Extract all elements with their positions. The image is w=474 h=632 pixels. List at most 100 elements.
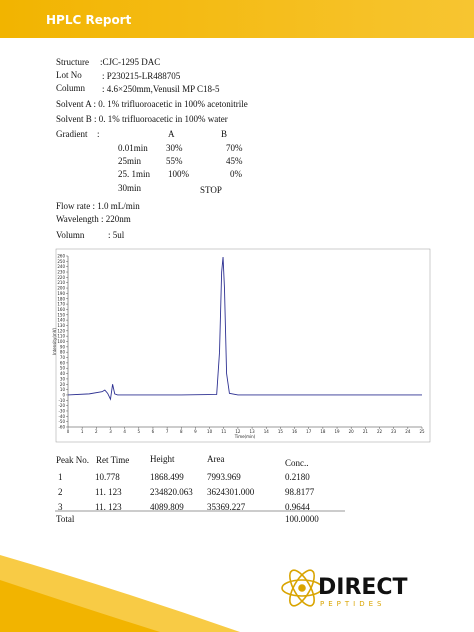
x-tick-label: 15 (278, 429, 284, 434)
pct: 100% (168, 169, 190, 179)
x-tick-label: 10 (207, 429, 213, 434)
y-tick-label: 40 (60, 371, 66, 376)
label: Gradient (56, 129, 88, 139)
pct: 30% (166, 143, 183, 153)
solvent: Solvent B : 0. 1% trifluoroacetic in 100… (56, 114, 228, 124)
pct: 55% (166, 156, 183, 166)
time: 25. 1min (118, 169, 151, 179)
y-tick-label: 190 (57, 291, 65, 296)
solvent: Solvent A : 0. 1% trifluoroacetic in 100… (56, 99, 248, 109)
logo-icon (281, 569, 323, 607)
x-tick-label: 16 (292, 429, 298, 434)
label: Column (56, 83, 86, 93)
table-cell: 4089.809 (150, 502, 184, 512)
x-tick-label: 25 (419, 429, 425, 434)
y-tick-label: 120 (57, 328, 65, 333)
value: : P230215-LR488705 (102, 71, 181, 81)
y-tick-label: 220 (57, 275, 65, 280)
label: Structure (56, 57, 89, 67)
table-cell: 10.778 (95, 472, 120, 482)
x-tick-label: 11 (221, 429, 227, 434)
y-tick-label: 0 (62, 392, 65, 397)
total-value: 100.0000 (285, 514, 319, 524)
x-tick-label: 2 (95, 429, 98, 434)
table-cell: 98.8177 (285, 487, 315, 497)
chart-frame (55, 248, 431, 443)
y-tick-label: 200 (57, 286, 65, 291)
x-tick-label: 18 (320, 429, 326, 434)
header-bar (0, 0, 474, 38)
x-tick-label: 22 (377, 429, 383, 434)
col-head: B (221, 129, 227, 139)
table-header: Ret Time (96, 455, 129, 465)
value: :CJC-1295 DAC (100, 57, 160, 67)
stop: STOP (200, 185, 222, 195)
y-tick-label: 110 (57, 334, 65, 339)
label: Volumn (56, 230, 85, 240)
footer-swoosh (0, 580, 160, 632)
x-tick-label: 14 (264, 429, 270, 434)
x-tick-label: 23 (391, 429, 397, 434)
y-tick-label: -40 (58, 414, 65, 419)
table-cell: 11. 123 (95, 502, 122, 512)
table-cell: 234820.063 (150, 487, 193, 497)
y-tick-label: -10 (58, 398, 65, 403)
x-tick-label: 24 (405, 429, 411, 434)
y-tick-label: 10 (60, 387, 66, 392)
y-tick-label: 30 (60, 376, 66, 381)
table-header: Height (150, 454, 175, 464)
x-tick-label: 21 (363, 429, 369, 434)
y-tick-label: 90 (60, 344, 66, 349)
y-tick-label: 160 (57, 307, 65, 312)
table-cell: 2 (58, 487, 63, 497)
table-cell: 35369.227 (207, 502, 246, 512)
y-tick-label: 240 (57, 264, 65, 269)
y-tick-label: 80 (60, 350, 66, 355)
y-tick-label: 50 (60, 366, 66, 371)
x-tick-label: 20 (349, 429, 355, 434)
label: Lot No (56, 70, 82, 80)
trace (67, 257, 422, 401)
table-cell: 11. 123 (95, 487, 122, 497)
y-tick-label: 230 (57, 270, 65, 275)
y-tick-label: 210 (57, 280, 65, 285)
y-tick-label: -20 (58, 403, 65, 408)
table-header: Peak No. (56, 455, 89, 465)
y-tick-label: 260 (57, 254, 65, 259)
y-tick-label: 140 (57, 318, 65, 323)
col-head: A (168, 129, 175, 139)
x-axis-label: Time(min) (234, 434, 256, 439)
table-cell: 1 (58, 472, 63, 482)
y-tick-label: 250 (57, 259, 65, 264)
table-body: 1 10.778 1868.499 7993.969 0.2180 2 11. 123 234… (58, 472, 315, 512)
x-tick-label: 7 (166, 429, 169, 434)
y-tick-label: 150 (57, 312, 65, 317)
x-tick-label: 6 (152, 429, 155, 434)
x-tick-label: 19 (334, 429, 340, 434)
y-tick-label: 170 (57, 302, 65, 307)
logo-name: DIRECT (318, 575, 408, 600)
table-cell: 0.9644 (285, 502, 310, 512)
time: 25min (118, 156, 142, 166)
flow-rate: Flow rate : 1.0 mL/min (56, 201, 140, 211)
y-tick-label: 180 (57, 296, 65, 301)
total-label: Total (56, 514, 75, 524)
value: : 5ul (108, 230, 125, 240)
x-tick-label: 0 (67, 429, 70, 434)
table-cell: 3624301.000 (207, 487, 255, 497)
y-tick-label: -50 (58, 419, 65, 424)
y-tick-label: -60 (58, 425, 65, 430)
x-tick-label: 8 (180, 429, 183, 434)
y-tick-label: 100 (57, 339, 65, 344)
wavelength: Wavelength : 220nm (56, 214, 131, 224)
x-tick-label: 17 (306, 429, 312, 434)
table-cell: 3 (58, 502, 63, 512)
x-tick-label: 12 (235, 429, 241, 434)
y-tick-label: 60 (60, 360, 66, 365)
table-header: Conc.. (285, 458, 309, 468)
pct: 0% (230, 169, 243, 179)
y-axis-label: Intensity(mV) (52, 327, 57, 355)
x-tick-label: 5 (138, 429, 141, 434)
x-tick-label: 4 (123, 429, 126, 434)
